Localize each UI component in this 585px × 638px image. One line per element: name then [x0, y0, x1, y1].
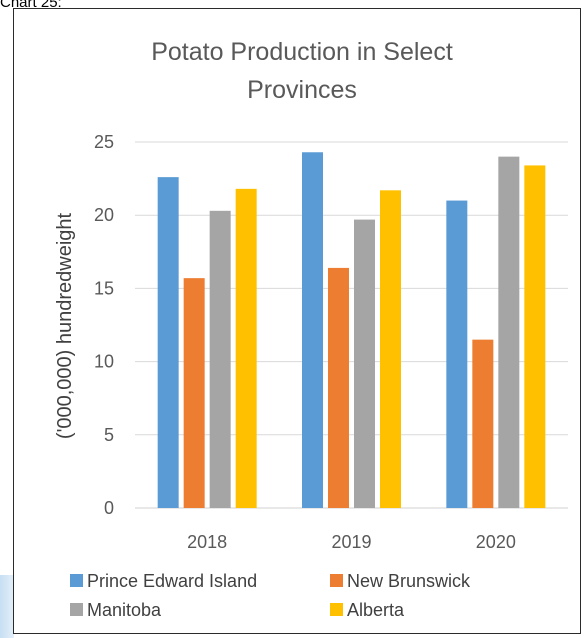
y-tick-label: 0	[104, 498, 114, 518]
bar	[328, 267, 349, 508]
legend-label: Alberta	[347, 600, 405, 620]
y-tick-label: 15	[94, 278, 114, 298]
legend-label: New Brunswick	[347, 571, 471, 591]
legend: Prince Edward Island New Brunswick Manitob…	[70, 571, 471, 620]
y-tick-label: 10	[94, 352, 114, 372]
bar	[498, 156, 520, 508]
y-axis-label: ('000,000) hundredweight	[54, 212, 76, 439]
x-tick-label: 2018	[187, 532, 227, 552]
legend-label: Prince Edward Island	[87, 571, 257, 591]
chart-frame	[13, 8, 581, 634]
chart-caption: Chart 25:	[0, 0, 62, 11]
x-tick-label: 2019	[331, 532, 371, 552]
chart-title-line-1: Potato Production in Select	[151, 38, 453, 66]
bar	[472, 339, 494, 508]
legend-swatch	[70, 574, 83, 587]
x-tick-label: 2020	[476, 532, 516, 552]
legend-swatch	[330, 603, 343, 616]
bar	[157, 177, 179, 509]
legend-swatch	[70, 603, 83, 616]
bar	[446, 200, 468, 508]
legend-swatch	[330, 574, 343, 587]
bar	[524, 165, 546, 508]
bar	[354, 219, 375, 509]
bar	[380, 190, 401, 508]
y-tick-label: 5	[104, 425, 114, 445]
bar	[235, 188, 257, 508]
x-tick-labels: 2018 2019 2020	[187, 532, 516, 552]
legend-label: Manitoba	[87, 600, 162, 620]
y-tick-label: 20	[94, 205, 114, 225]
bars	[157, 152, 546, 509]
gridlines	[135, 141, 568, 509]
side-decoration	[0, 575, 14, 638]
chart-title-line-2: Provinces	[247, 76, 357, 104]
y-tick-label: 25	[94, 132, 114, 152]
bar	[302, 152, 323, 509]
y-tick-labels: 0 5 10 15 20 25	[94, 132, 114, 518]
bar	[209, 210, 231, 509]
bar	[183, 278, 205, 508]
